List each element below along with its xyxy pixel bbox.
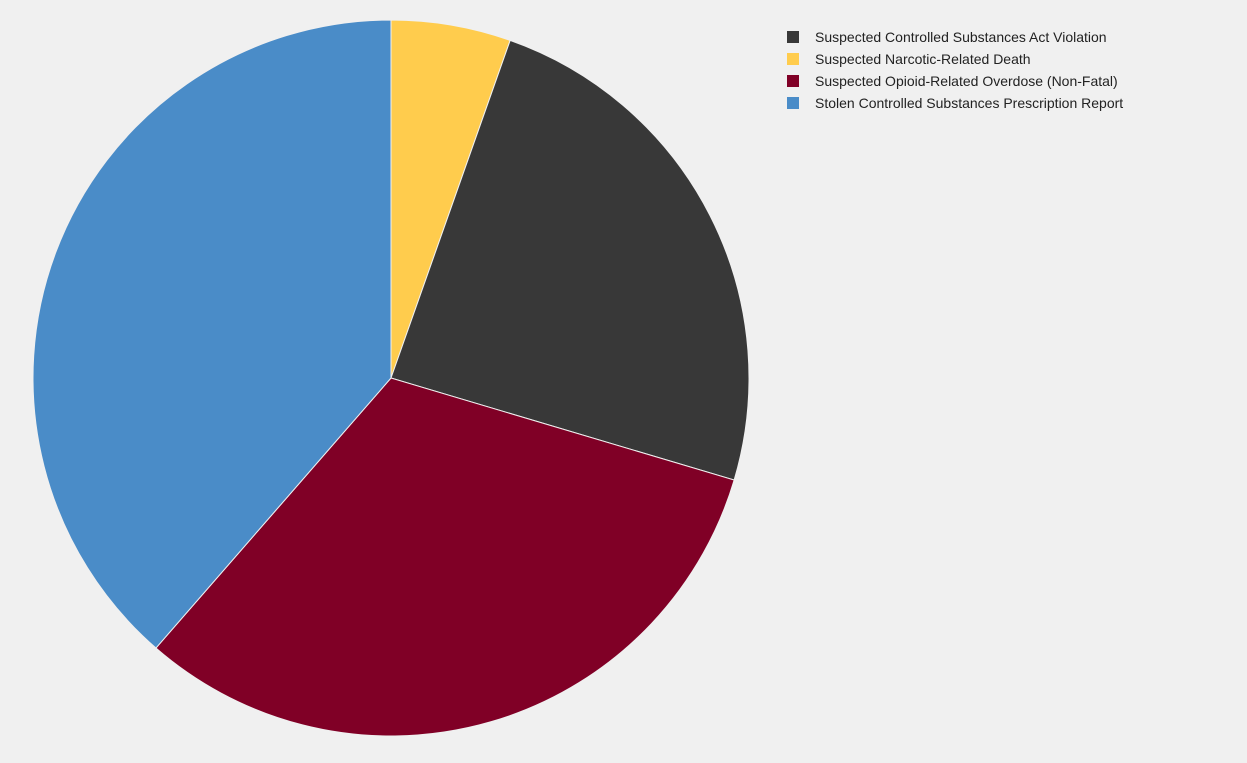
legend-label: Suspected Narcotic-Related Death — [815, 51, 1031, 67]
legend-item[interactable]: Stolen Controlled Substances Prescriptio… — [787, 92, 1123, 114]
legend-label: Suspected Controlled Substances Act Viol… — [815, 29, 1107, 45]
legend-item[interactable]: Suspected Opioid-Related Overdose (Non-F… — [787, 70, 1123, 92]
legend-swatch — [787, 97, 799, 109]
legend-label: Stolen Controlled Substances Prescriptio… — [815, 95, 1124, 111]
legend-item[interactable]: Suspected Controlled Substances Act Viol… — [787, 26, 1123, 48]
pie-slice-1[interactable] — [390, 39, 750, 481]
legend-swatch — [787, 53, 799, 65]
legend-item[interactable]: Suspected Narcotic-Related Death — [787, 48, 1123, 70]
legend-swatch — [787, 31, 799, 43]
legend-label: Suspected Opioid-Related Overdose (Non-F… — [815, 73, 1118, 89]
pie-slice-3[interactable] — [32, 19, 392, 649]
pie-slice-2[interactable] — [155, 377, 735, 737]
legend-swatch — [787, 75, 799, 87]
legend: Suspected Controlled Substances Act Viol… — [787, 26, 1123, 114]
